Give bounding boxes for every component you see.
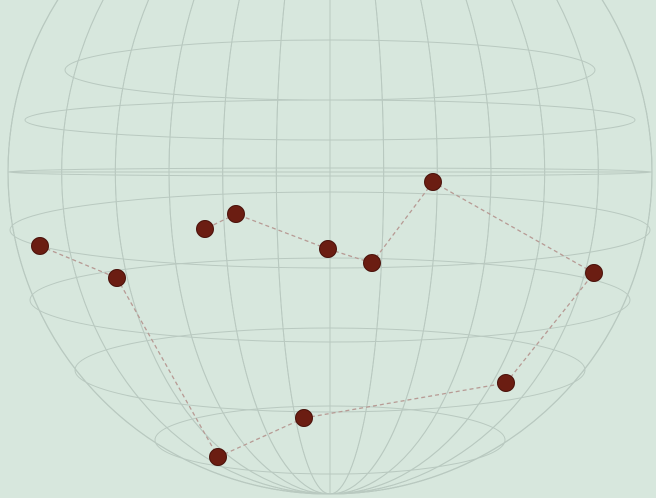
route-segment [235,213,329,250]
route-marker-bottom-center-node [295,409,313,427]
globe-grid [7,0,653,495]
route-marker-bottom-right-node [497,374,515,392]
route-marker-start [31,237,49,255]
route-marker-left-upper-node [108,269,126,287]
parallel-line [9,191,651,269]
route-markers [31,173,603,466]
route-segment [371,181,434,264]
parallel-line [64,39,596,101]
parallel-line [154,405,506,475]
route-segment [303,382,507,419]
route-segment [217,417,305,458]
parallel-line [29,257,631,343]
parallel-line [74,327,586,413]
route-segment [432,181,595,274]
route-marker-upper-left-node-b [227,205,245,223]
route-connectors [39,181,595,458]
route-segment [39,245,118,279]
route-marker-middle-right-node [363,254,381,272]
route-marker-right-edge-node [585,264,603,282]
route-marker-middle-center-node [319,240,337,258]
route-marker-upper-right-node [424,173,442,191]
route-marker-bottom-left-node [209,448,227,466]
route-marker-upper-left-node-a [196,220,214,238]
route-segment [116,277,219,458]
route-segment [505,272,595,384]
